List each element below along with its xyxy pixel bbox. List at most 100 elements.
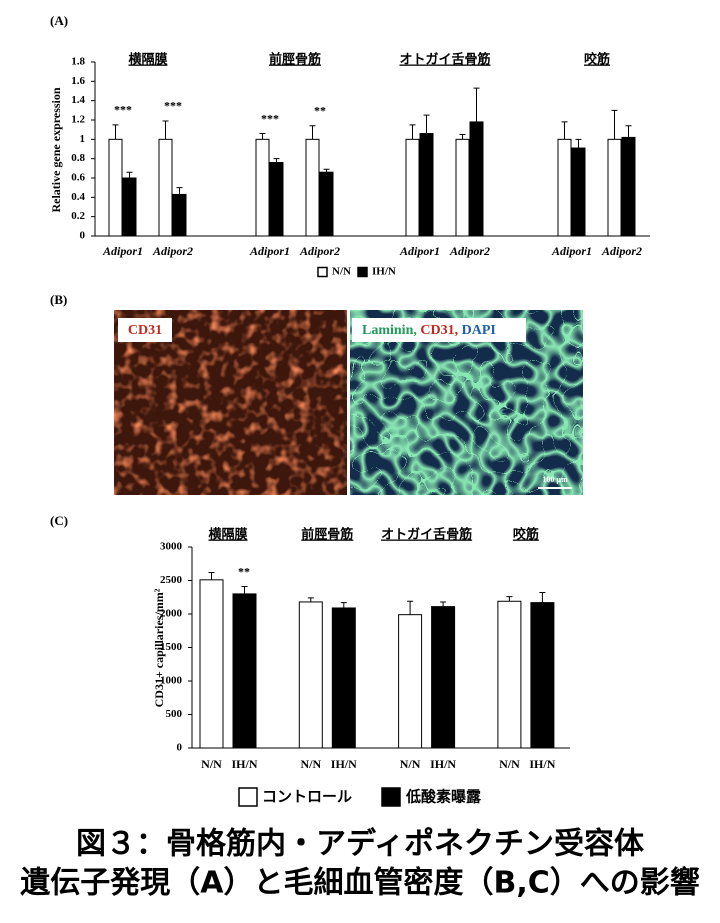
- error-bar: [561, 121, 568, 140]
- y-tick-label: 1.4: [71, 94, 85, 106]
- error-bar: [407, 600, 414, 615]
- group-title: 前脛骨筋: [269, 52, 321, 68]
- bar: [269, 162, 284, 237]
- x-tick-label: Adipor2: [601, 244, 642, 258]
- error-bar: [611, 109, 618, 140]
- caption: 図３：骨格筋内・アディポネクチン受容体: [76, 827, 645, 862]
- y-tick-label: 1: [80, 133, 86, 145]
- x-tick-label: Adipor1: [551, 244, 592, 258]
- bar: [319, 171, 334, 237]
- legend-swatch: [357, 266, 368, 278]
- bar: [455, 138, 470, 237]
- scale-bar-label: 100 µm: [542, 475, 568, 484]
- y-tick-label: 1000: [160, 675, 183, 687]
- y-tick-label: 1.6: [71, 75, 85, 87]
- y-tick-label: 0.6: [71, 172, 85, 184]
- y-tick-label: 0: [177, 742, 183, 754]
- error-bar: [459, 134, 466, 140]
- y-tick-label: 0: [80, 230, 86, 242]
- y-tick-label: 1500: [160, 641, 183, 653]
- x-tick-label: Adipor1: [399, 244, 440, 258]
- legend-label: コントロール: [262, 788, 352, 806]
- bar: [172, 193, 187, 237]
- significance: **: [238, 564, 250, 578]
- error-bar: [575, 138, 582, 149]
- error-bar: [208, 571, 215, 580]
- error-bar: [506, 596, 513, 602]
- group-title: オトガイ舌骨筋: [381, 527, 472, 543]
- image-merged: Laminin, CD31, DAPI 100 µm: [350, 310, 583, 495]
- error-bar: [162, 120, 169, 140]
- error-bar: [241, 586, 248, 594]
- bar-label: N/N: [400, 757, 421, 771]
- y-tick-label: 3000: [160, 541, 183, 553]
- x-tick-label: Adipor1: [249, 244, 290, 258]
- panel-label: (C): [50, 513, 68, 528]
- label-part: Laminin,: [362, 323, 417, 338]
- bar: [255, 138, 270, 237]
- error-bar: [423, 114, 430, 134]
- y-tick-label: 1.8: [71, 56, 85, 68]
- error-bar: [473, 87, 480, 122]
- x-tick-label: Adipor2: [449, 244, 490, 258]
- y-axis-title: CD31+ capillaries/mm²: [152, 588, 166, 707]
- bar-label: IH/N: [430, 757, 456, 771]
- error-bar: [307, 597, 314, 602]
- error-bar: [539, 592, 546, 603]
- group-title: オトガイ舌骨筋: [399, 52, 490, 68]
- bar: [158, 138, 173, 237]
- bar: [571, 147, 586, 237]
- bar-label: N/N: [499, 757, 520, 771]
- bar: [431, 606, 456, 749]
- y-tick-label: 2500: [160, 574, 183, 586]
- bar: [108, 138, 123, 237]
- legend-label: 低酸素曝露: [405, 788, 482, 806]
- panel-label: (B): [50, 292, 67, 307]
- bar-label: IH/N: [231, 757, 257, 771]
- image-label: Laminin, CD31, DAPI: [362, 323, 496, 338]
- bar-label: N/N: [300, 757, 321, 771]
- x-tick-label: Adipor2: [299, 244, 340, 258]
- bar: [469, 121, 484, 237]
- legend-swatch: [317, 266, 328, 278]
- error-bar: [126, 171, 133, 178]
- bar: [122, 177, 137, 237]
- bar-label: IH/N: [331, 757, 357, 771]
- label-part: DAPI: [462, 323, 496, 338]
- bar: [497, 600, 522, 749]
- y-axis-title: Relative gene expression: [49, 87, 63, 212]
- y-tick-label: 2000: [160, 608, 183, 620]
- bar: [419, 133, 434, 237]
- y-tick-label: 1.2: [71, 114, 85, 126]
- error-bar: [409, 124, 416, 140]
- bar-label: IH/N: [529, 757, 555, 771]
- label-part: CD31,: [420, 323, 458, 338]
- significance: **: [314, 104, 326, 118]
- caption: 遺伝子発現（A）と毛細血管密度（B,C）への影響: [20, 866, 700, 901]
- bar: [607, 138, 622, 237]
- y-tick-label: 0.2: [71, 210, 85, 222]
- x-tick-label: Adipor2: [152, 244, 193, 258]
- bar: [530, 602, 555, 749]
- error-bar: [273, 158, 280, 163]
- legend-label: N/N: [332, 266, 351, 278]
- panel-label: (A): [50, 13, 68, 28]
- bar: [621, 136, 636, 237]
- group-title: 咬筋: [584, 52, 610, 68]
- bar: [305, 138, 320, 237]
- significance: ***: [164, 99, 182, 113]
- group-title: 前脛骨筋: [301, 527, 353, 543]
- bar: [199, 579, 224, 749]
- error-bar: [323, 168, 330, 173]
- bar: [298, 601, 323, 749]
- error-bar: [309, 125, 316, 140]
- y-tick-label: 0.8: [71, 152, 85, 164]
- error-bar: [259, 133, 266, 140]
- bar-label: N/N: [201, 757, 222, 771]
- error-bar: [340, 602, 347, 608]
- bar: [331, 607, 356, 749]
- group-title: 横隔膜: [208, 527, 247, 543]
- error-bar: [112, 124, 119, 140]
- legend-label: IH/N: [372, 266, 396, 278]
